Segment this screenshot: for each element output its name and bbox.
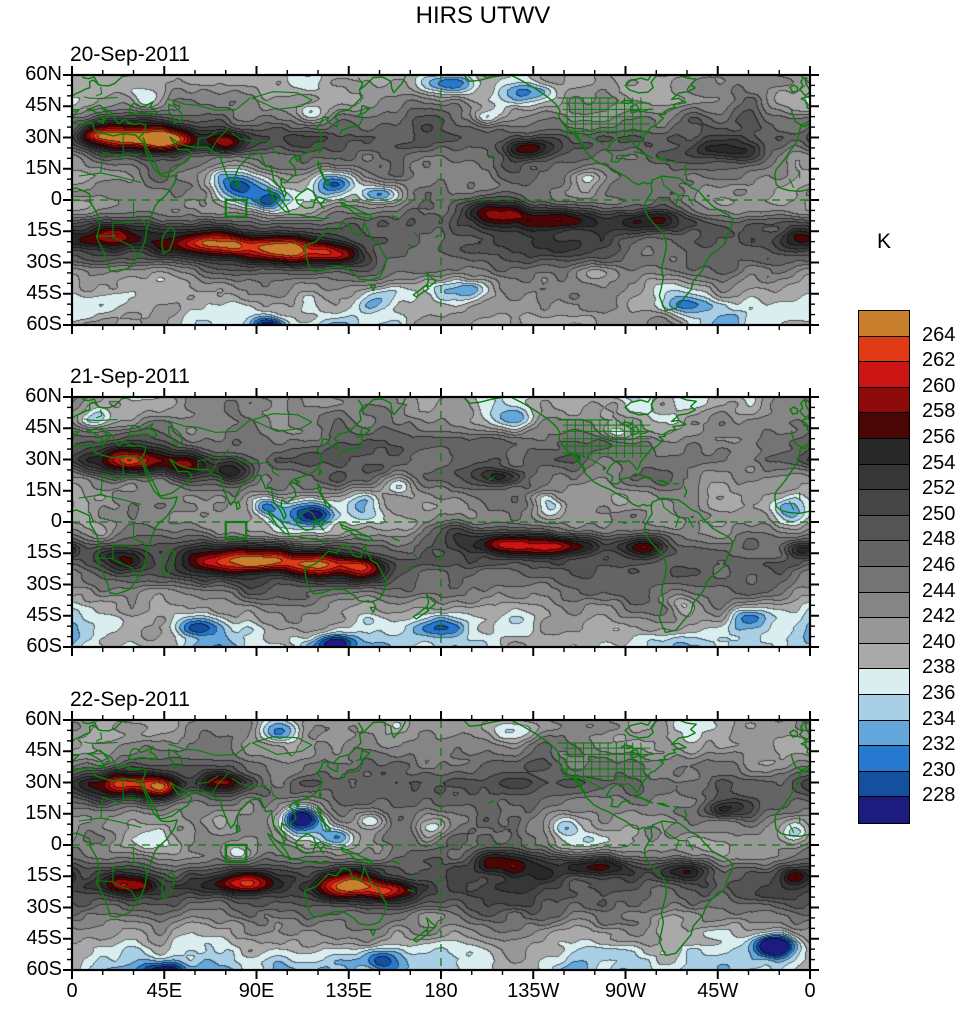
lon-label-135E-3: 135E: [325, 980, 373, 1002]
colorbar-tick-232: 232: [922, 733, 956, 756]
axis-ticks: [63, 66, 819, 334]
colorbar-tick-260: 260: [922, 374, 956, 397]
lat-label-30N: 30N: [25, 125, 62, 148]
lon-label-90W-6: 90W: [604, 980, 647, 1002]
panel-2-date-label: 21-Sep-2011: [70, 365, 190, 388]
axis-ticks: [63, 711, 819, 979]
lon-label-45E-1: 45E: [146, 980, 183, 1002]
colorbar-segment-17: [858, 745, 910, 773]
colorbar-tick-248: 248: [922, 528, 956, 551]
lat-label-45N: 45N: [25, 416, 62, 439]
colorbar-unit-label: K: [876, 230, 891, 253]
figure-title: HIRS UTWV: [415, 2, 551, 29]
lat-label-45N: 45N: [25, 94, 62, 117]
map-panel-1: 20-Sep-2011 60N 45N 30N 15N 0 15S 30S 45S 60S: [25, 43, 819, 335]
colorbar-tick-238: 238: [922, 656, 956, 679]
colorbar-segment-5: [858, 438, 910, 466]
lat-label-45N: 45N: [25, 739, 62, 762]
colorbar-tick-242: 242: [922, 605, 956, 628]
colorbar-segment-0: [858, 310, 910, 338]
lat-label-0: 0: [50, 833, 62, 855]
lat-label-45S: 45S: [26, 281, 62, 304]
colorbar-segment-16: [858, 719, 910, 748]
colorbar-tick-264: 264: [922, 323, 956, 346]
coastlines-layer: [72, 75, 810, 312]
lat-label-15N: 15N: [25, 156, 62, 179]
colorbar-segment-8: [858, 514, 910, 543]
map-overlay-3: [63, 711, 819, 979]
colorbar-tick-228: 228: [922, 784, 956, 807]
coastlines-layer: [72, 397, 810, 634]
lat-label-0: 0: [50, 188, 62, 210]
colorbar-tick-240: 240: [922, 630, 956, 653]
colorbar-tick-250: 250: [922, 502, 956, 525]
lat-label-60S: 60S: [26, 635, 62, 657]
axis-ticks: [63, 388, 819, 656]
lat-label-15N: 15N: [25, 478, 62, 501]
lat-label-45S: 45S: [26, 926, 62, 949]
map-overlay-2: [63, 388, 819, 656]
colorbar-tick-236: 236: [922, 682, 956, 704]
panel-1-date-label: 20-Sep-2011: [70, 43, 190, 66]
colorbar: [858, 310, 910, 824]
colorbar-segment-14: [858, 668, 910, 696]
lat-label-60S: 60S: [26, 958, 62, 980]
colorbar-tick-244: 244: [922, 579, 956, 602]
lat-label-0: 0: [50, 510, 62, 532]
lon-label-90E-2: 90E: [238, 980, 275, 1002]
lat-label-30S: 30S: [26, 895, 62, 918]
colorbar-tick-256: 256: [922, 426, 956, 448]
colorbar-tick-252: 252: [922, 477, 956, 500]
colorbar-segment-15: [858, 694, 910, 722]
colorbar-segment-12: [858, 617, 910, 645]
lon-label-0-0: 0: [66, 980, 78, 1002]
lon-label-45W-7: 45W: [697, 980, 739, 1002]
lat-label-15N: 15N: [25, 801, 62, 824]
panel-3-date-label: 22-Sep-2011: [70, 688, 190, 711]
lat-label-15S: 15S: [26, 541, 62, 564]
roi-box: [224, 843, 248, 863]
map-panel-2: 21-Sep-2011 60N 45N 30N 15N 0 15S 30S 45S 60S: [25, 365, 819, 657]
lat-label-30N: 30N: [25, 447, 62, 470]
lat-label-60S: 60S: [26, 313, 62, 335]
colorbar-segment-18: [858, 770, 910, 799]
lat-label-15S: 15S: [26, 864, 62, 887]
colorbar-segment-10: [858, 566, 910, 594]
coastlines-layer: [72, 720, 810, 957]
lat-label-60N: 60N: [25, 63, 62, 85]
lat-label-30S: 30S: [26, 572, 62, 595]
colorbar-segment-4: [858, 412, 910, 440]
colorbar-segment-1: [858, 335, 910, 364]
lon-label-0-8: 0: [804, 980, 816, 1002]
lat-label-30N: 30N: [25, 770, 62, 793]
lat-label-60N: 60N: [25, 708, 62, 730]
colorbar-segment-3: [858, 386, 910, 415]
lon-label-180-4: 180: [424, 980, 458, 1002]
lat-label-15S: 15S: [26, 219, 62, 242]
lat-label-60N: 60N: [25, 385, 62, 407]
colorbar-tick-262: 262: [922, 349, 956, 372]
colorbar-segment-7: [858, 489, 910, 517]
lat-label-30S: 30S: [26, 250, 62, 273]
map-overlay-1: [63, 66, 819, 334]
colorbar-tick-230: 230: [922, 758, 956, 781]
roi-box: [224, 520, 248, 540]
colorbar-segment-2: [858, 361, 910, 389]
colorbar-segment-9: [858, 540, 910, 568]
colorbar-segment-13: [858, 642, 910, 671]
map-panel-3: 22-Sep-2011 60N 45N 30N 15N 0 15S 30S 45S 60S: [25, 688, 819, 980]
colorbar-segment-19: [858, 796, 910, 824]
colorbar-tick-246: 246: [922, 554, 956, 576]
roi-box: [224, 198, 248, 218]
colorbar-segment-6: [858, 463, 910, 492]
lat-label-45S: 45S: [26, 603, 62, 626]
colorbar-tick-258: 258: [922, 400, 956, 423]
colorbar-segment-11: [858, 591, 910, 620]
colorbar-tick-234: 234: [922, 707, 956, 730]
colorbar-tick-254: 254: [922, 451, 956, 474]
lon-label-135W-5: 135W: [507, 980, 560, 1002]
